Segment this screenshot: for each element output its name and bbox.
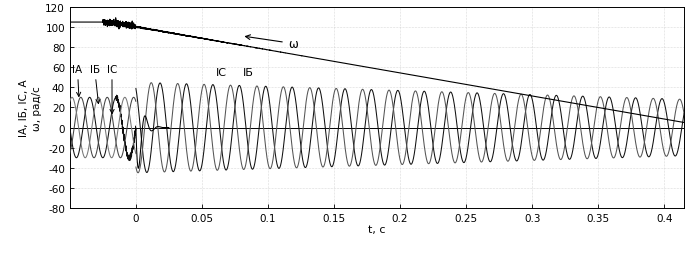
- Text: IБ: IБ: [243, 68, 253, 78]
- Text: IС: IС: [107, 65, 117, 114]
- Text: IБ: IБ: [89, 65, 100, 104]
- Text: IА: IА: [73, 65, 82, 97]
- Text: IС: IС: [216, 68, 228, 78]
- X-axis label: t, с: t, с: [368, 225, 386, 234]
- Y-axis label: IА, IБ, IС, A
ω, рад/с: IА, IБ, IС, A ω, рад/с: [20, 79, 43, 137]
- Text: ω: ω: [246, 36, 297, 51]
